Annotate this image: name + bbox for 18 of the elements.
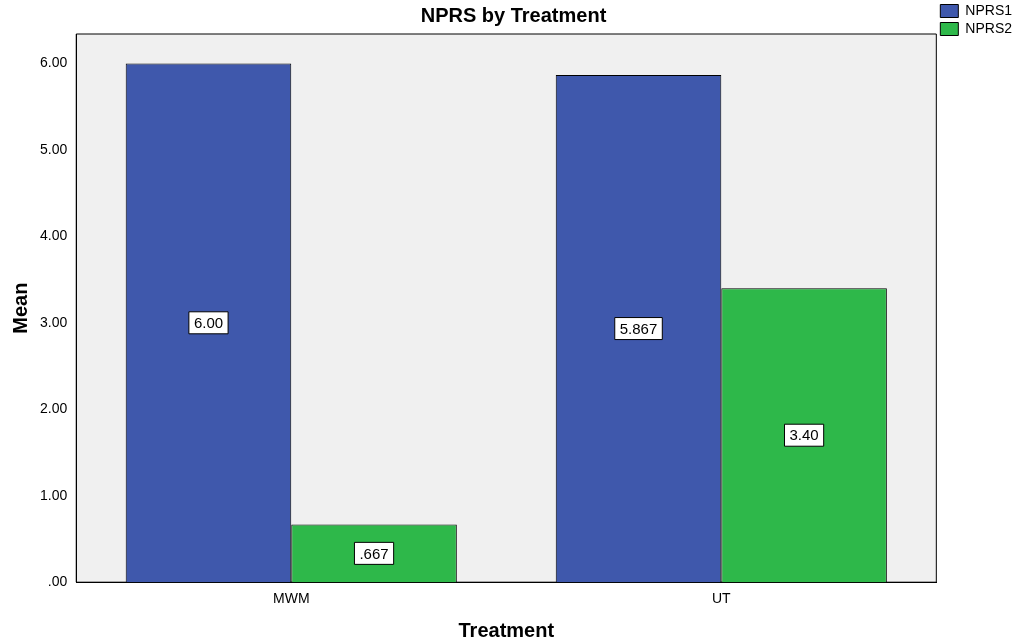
x-tick-label: MWM <box>272 590 310 607</box>
y-tick-label: 2.00 <box>40 400 68 417</box>
y-tick-label: 3.00 <box>40 313 68 330</box>
data-label: 6.00 <box>193 313 224 331</box>
legend-label: NPRS2 <box>965 19 1013 36</box>
y-tick-label: 5.00 <box>40 140 68 157</box>
y-tick-label: 6.00 <box>40 54 68 71</box>
data-label: 5.867 <box>619 319 658 337</box>
data-label: .667 <box>359 544 389 562</box>
y-tick-label: .00 <box>47 573 68 590</box>
legend-label: NPRS1 <box>965 1 1013 18</box>
y-tick-label: 1.00 <box>40 486 68 503</box>
x-tick-label: UT <box>711 590 732 607</box>
chart-title: NPRS by Treatment <box>420 3 607 26</box>
y-tick-label: 4.00 <box>40 227 68 244</box>
y-axis-title: Mean <box>8 282 31 334</box>
data-label: 3.40 <box>789 426 819 444</box>
x-axis-title: Treatment <box>458 618 555 641</box>
